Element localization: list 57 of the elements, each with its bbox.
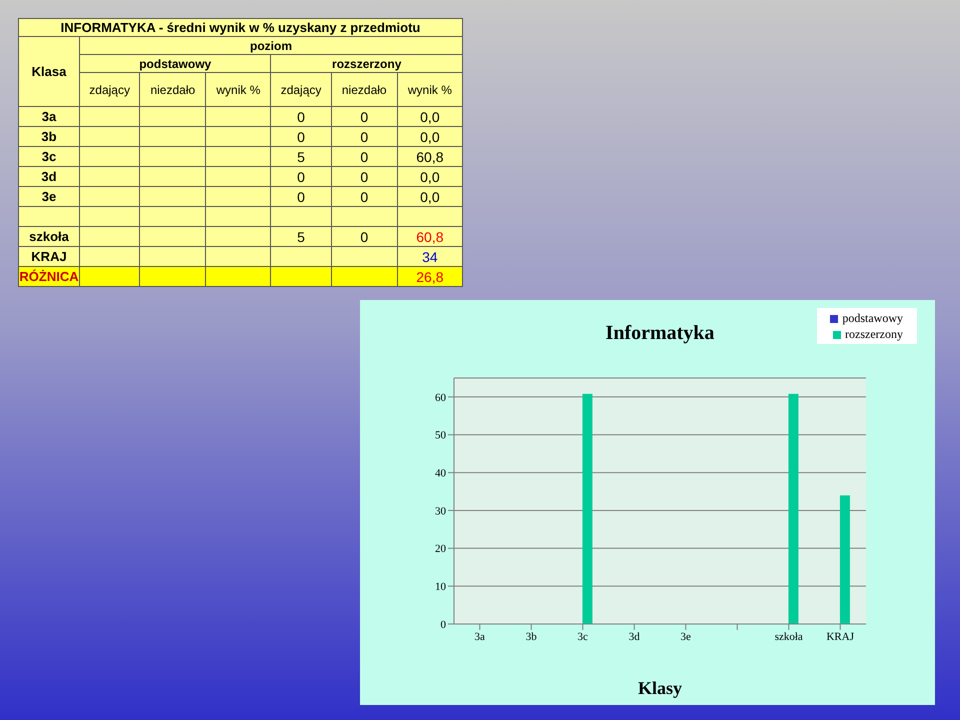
text: 60,8 [416,228,444,244]
text: INFORMATYKA - średni wynik w % uzyskany z przedmiotu [18,18,462,36]
y-tick-label: 30 [435,505,446,518]
text: 0 [360,188,368,204]
category-label: 3c [42,148,56,164]
category-label: wynik % [397,72,462,106]
category-label: 3a [42,108,56,124]
x-tick-label: 3c [578,630,588,643]
category-label: niezdało [331,72,398,106]
text: 0,0 [420,168,440,184]
y-tick-label: 50 [435,430,446,442]
category-label: KRAJ [31,248,67,264]
x-tick-label: 3b [526,630,538,643]
y-tick-label: 60 [435,392,446,404]
text: 0 [360,148,368,164]
text: 0 [360,108,368,124]
text: 0,0 [420,108,440,124]
chart-title: Informatyka [606,322,714,344]
text: Klasa [18,36,80,106]
category-label: 3e [42,188,56,204]
x-tick-label: 3a [474,630,486,643]
category-label: zdający [80,72,140,106]
text: 0 [297,188,305,204]
text: 0 [297,108,305,124]
text: 5 [297,148,305,164]
y-tick-label: 0 [440,618,446,631]
x-tick-label: 3e [680,630,692,643]
y-tick-label: 10 [435,581,446,594]
text: 0 [297,168,305,184]
x-tick-label: 3d [628,630,640,643]
text: 60,8 [416,148,444,164]
text: 0 [360,168,368,184]
text: poziom [80,36,462,54]
category-label: szkoła [29,228,69,244]
category-label: 3b [41,128,57,144]
text: 26,8 [416,268,444,284]
y-tick-label: 20 [435,543,446,556]
text: 0 [297,128,305,144]
category-label: 3d [41,168,57,184]
y-tick-label: 40 [435,468,446,480]
x-tick-label: szkoła [774,630,803,643]
category-label: wynik % [206,72,271,106]
category-label: zdający [270,72,332,106]
category-label: niezdało [140,72,206,106]
text: podstawowy [80,54,271,72]
x-axis-title: Klasy [638,678,682,698]
text: rozszerzony [270,54,462,72]
category-label: RÓŻNICA [19,268,79,284]
text: 0 [360,228,368,244]
x-tick-label: KRAJ [826,630,855,643]
text: 34 [422,248,438,264]
text: 5 [297,228,305,244]
text: 0,0 [420,188,440,204]
text: 0,0 [420,128,440,144]
text: 0 [360,128,368,144]
legend-label: rozszerzony [845,327,903,341]
legend-label: podstawowy [842,311,903,325]
